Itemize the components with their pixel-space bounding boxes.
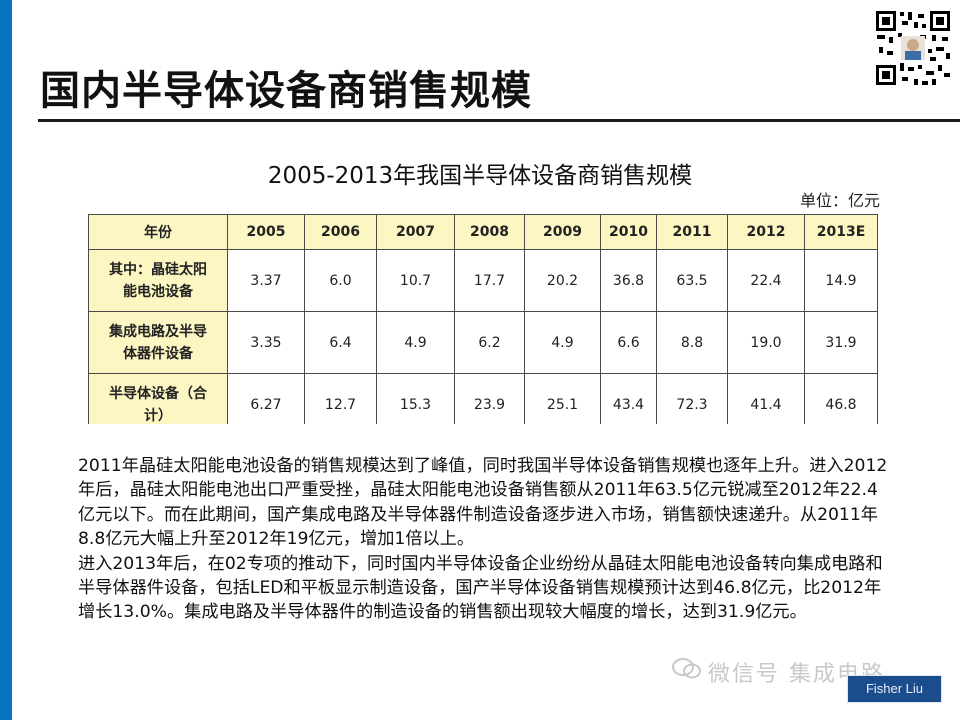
table-cell: 19.0	[727, 311, 805, 374]
table-cell: 14.9	[804, 249, 878, 312]
row-label: 其中：晶硅太阳 能电池设备	[88, 249, 228, 312]
qr-code-icon	[873, 8, 953, 88]
table-cell: 10.7	[376, 249, 455, 312]
sales-table: 年份 2005 2006 2007 2008 2009 2010 2011 20…	[88, 214, 878, 436]
row-label: 集成电路及半导 体器件设备	[88, 311, 228, 374]
body-paragraph: 2011年晶硅太阳能电池设备的销售规模达到了峰值，同时我国半导体设备销售规模也逐…	[78, 456, 888, 550]
header-cell: 2006	[304, 214, 377, 250]
table-header-row: 年份 2005 2006 2007 2008 2009 2010 2011 20…	[88, 214, 878, 250]
header-cell: 2008	[454, 214, 525, 250]
row-label-line: 集成电路及半导	[109, 323, 207, 340]
table-cell: 6.4	[304, 311, 377, 374]
table-crop-edge	[86, 424, 880, 440]
table-cell: 22.4	[727, 249, 805, 312]
table-cell: 8.8	[656, 311, 728, 374]
header-cell: 2007	[376, 214, 455, 250]
author-badge: Fisher Liu	[847, 675, 942, 703]
table-cell: 17.7	[454, 249, 525, 312]
header-cell: 2005	[227, 214, 305, 250]
table-cell: 63.5	[656, 249, 728, 312]
row-label-line: 半导体设备（合	[109, 385, 207, 402]
table-cell: 4.9	[376, 311, 455, 374]
header-cell: 2011	[656, 214, 728, 250]
table-cell: 3.37	[227, 249, 305, 312]
header-cell: 2012	[727, 214, 805, 250]
table-cell: 6.0	[304, 249, 377, 312]
body-text: 2011年晶硅太阳能电池设备的销售规模达到了峰值，同时我国半导体设备销售规模也逐…	[78, 454, 890, 625]
row-label-line: 能电池设备	[123, 283, 193, 300]
table-cell: 4.9	[524, 311, 601, 374]
wechat-icon	[672, 657, 702, 687]
header-cell: 2010	[600, 214, 657, 250]
header-cell: 2013E	[804, 214, 878, 250]
title-divider	[38, 119, 960, 122]
table-cell: 36.8	[600, 249, 657, 312]
row-label-line: 体器件设备	[123, 345, 193, 362]
table-cell: 31.9	[804, 311, 878, 374]
table-cell: 3.35	[227, 311, 305, 374]
header-cell-year-label: 年份	[88, 214, 228, 250]
row-label-line: 其中：晶硅太阳	[109, 261, 207, 278]
row-label-line: 计）	[144, 407, 172, 424]
table-row: 其中：晶硅太阳 能电池设备 3.37 6.0 10.7 17.7 20.2 36.…	[88, 249, 878, 312]
unit-label: 单位：亿元	[799, 191, 880, 210]
left-accent-bar	[0, 0, 12, 720]
body-paragraph: 进入2013年后，在02专项的推动下，同时国内半导体设备企业纷纷从晶硅太阳能电池…	[78, 553, 883, 623]
table-cell: 20.2	[524, 249, 601, 312]
table-cell: 6.6	[600, 311, 657, 374]
slide-title: 国内半导体设备商销售规模	[40, 68, 532, 114]
table-title: 2005-2013年我国半导体设备商销售规模	[267, 163, 693, 189]
table-cell: 6.2	[454, 311, 525, 374]
header-cell: 2009	[524, 214, 601, 250]
table-row: 集成电路及半导 体器件设备 3.35 6.4 4.9 6.2 4.9 6.6 8.…	[88, 311, 878, 374]
